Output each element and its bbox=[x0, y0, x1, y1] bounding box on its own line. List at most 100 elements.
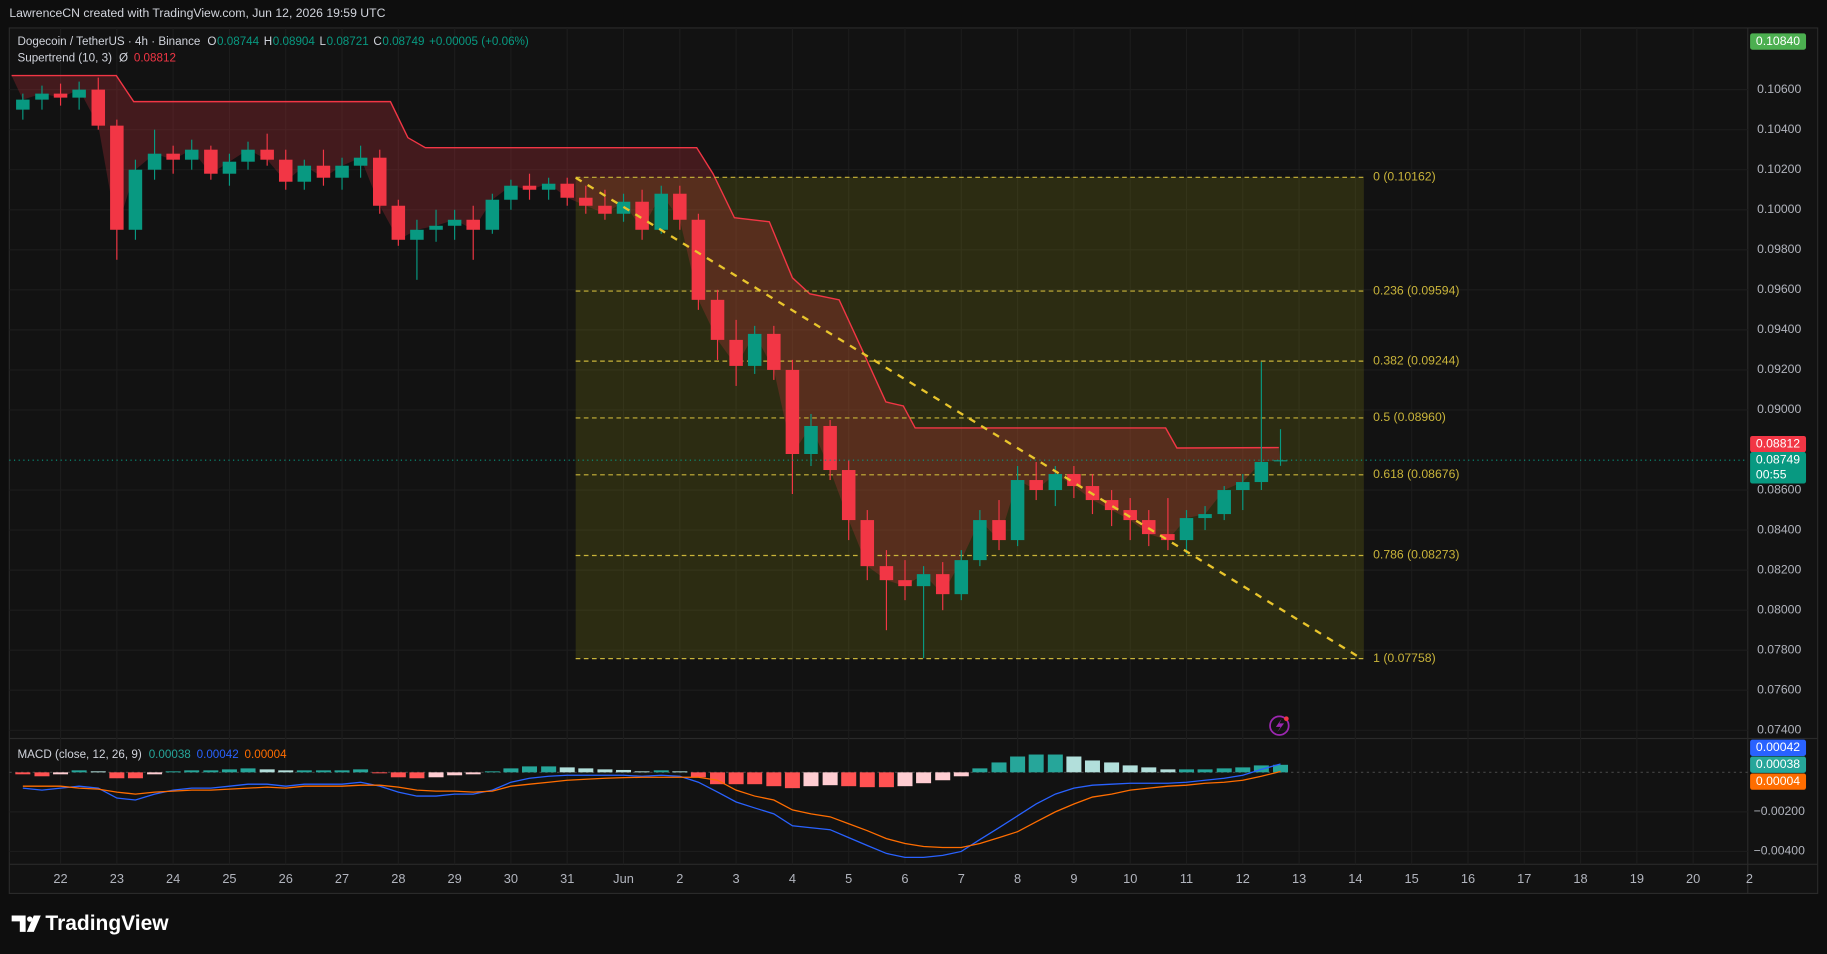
candle-body bbox=[1217, 490, 1231, 515]
y-tick-label: 0.08200 bbox=[1757, 562, 1801, 576]
macd-histogram-bar bbox=[953, 772, 969, 777]
x-tick-label: 14 bbox=[1348, 871, 1362, 886]
candle-body bbox=[1029, 480, 1043, 491]
ohlc-letter: L bbox=[320, 35, 327, 48]
x-tick-label: 3 bbox=[733, 871, 740, 886]
macd-histogram-bar bbox=[109, 772, 125, 779]
y-tick-label: 0.08000 bbox=[1757, 602, 1801, 616]
y-tick-label: 0.07800 bbox=[1757, 642, 1801, 656]
y-tick-label: −0.00200 bbox=[1754, 804, 1806, 818]
candle-body bbox=[973, 520, 987, 561]
x-tick-label: 4 bbox=[789, 871, 796, 886]
macd-histogram-bar bbox=[1216, 768, 1232, 773]
candle-body bbox=[110, 125, 124, 230]
candle-body bbox=[860, 520, 875, 567]
macd-histogram-bar bbox=[296, 770, 312, 773]
x-tick-label: 20 bbox=[1686, 871, 1700, 886]
candle-body bbox=[372, 157, 387, 206]
candle-body bbox=[654, 193, 668, 230]
macd-histogram-bar bbox=[897, 772, 913, 787]
candle-body bbox=[729, 339, 743, 366]
candle-body bbox=[804, 425, 818, 455]
macd-histogram-bar bbox=[165, 771, 181, 773]
macd-histogram-bar bbox=[259, 769, 275, 773]
x-tick-label: 2 bbox=[676, 871, 683, 886]
x-tick-label: 17 bbox=[1517, 871, 1531, 886]
alert-icon-ring bbox=[1269, 715, 1290, 736]
candle-body bbox=[222, 161, 237, 174]
x-tick-label: 6 bbox=[901, 871, 908, 886]
candle-body bbox=[391, 205, 406, 240]
macd-histogram-bar bbox=[690, 772, 706, 778]
candle-body bbox=[53, 93, 68, 98]
last-price-tag: 0.08749 bbox=[1756, 452, 1800, 466]
watermark: LawrenceCN created with TradingView.com,… bbox=[9, 6, 385, 20]
last-price-tag-bg bbox=[1750, 452, 1807, 484]
candle-body bbox=[1198, 514, 1212, 519]
macd-histogram-bar bbox=[1160, 769, 1176, 773]
x-tick-label: 31 bbox=[560, 871, 574, 886]
macd-tag-bg bbox=[1750, 739, 1807, 756]
x-tick-label: 23 bbox=[110, 871, 124, 886]
macd-histogram-bar bbox=[747, 772, 763, 785]
alert-icon-bolt bbox=[1275, 718, 1285, 733]
macd-histogram-bar bbox=[1066, 756, 1082, 773]
macd-value: 0.00038 bbox=[149, 748, 191, 761]
logo-mark-dot bbox=[27, 916, 33, 922]
macd-value: 0.00004 bbox=[245, 748, 288, 761]
macd-histogram-bar bbox=[147, 772, 163, 775]
candle-body bbox=[241, 149, 255, 162]
macd-histogram-bar bbox=[935, 772, 951, 781]
candle-body bbox=[879, 566, 894, 581]
macd-histogram-bar bbox=[672, 771, 688, 773]
macd-histogram-bar bbox=[15, 772, 31, 775]
supertrend-fill bbox=[11, 75, 1281, 595]
candle-body bbox=[1161, 534, 1175, 541]
y-tick-label: 0.08400 bbox=[1757, 522, 1801, 536]
macd-histogram-bar bbox=[53, 772, 69, 775]
price-change: +0.00005 (+0.06%) bbox=[429, 35, 529, 48]
x-tick-label: 5 bbox=[845, 871, 852, 886]
macd-histogram-bar bbox=[465, 772, 481, 775]
ohlc-value: 0.08904 bbox=[273, 35, 316, 48]
macd-histogram-bar bbox=[972, 768, 988, 773]
macd-histogram-bar bbox=[240, 768, 256, 773]
macd-histogram-bar bbox=[484, 771, 500, 773]
candle-body bbox=[841, 470, 856, 521]
macd-histogram-bar bbox=[372, 772, 388, 774]
fib-level-label: 0 (0.10162) bbox=[1373, 170, 1436, 184]
symbol-title: Dogecoin / TetherUS · 4h · Binance bbox=[17, 35, 200, 48]
candle-body bbox=[1104, 500, 1119, 511]
candle-body bbox=[522, 185, 537, 190]
ohlc-letter: C bbox=[373, 35, 381, 48]
macd-histogram-bar bbox=[503, 768, 519, 773]
fib-level-label: 0.236 (0.09594) bbox=[1373, 283, 1459, 297]
candle-body bbox=[72, 89, 86, 98]
candle-body bbox=[204, 149, 218, 174]
logo: TradingView bbox=[11, 912, 169, 935]
macd-tag: 0.00004 bbox=[1756, 774, 1800, 788]
fib-level-label: 0.5 (0.08960) bbox=[1373, 410, 1446, 424]
price-tag: 0.10840 bbox=[1756, 34, 1800, 48]
fib-level-label: 0.382 (0.09244) bbox=[1373, 353, 1459, 367]
macd-histogram-bar bbox=[859, 772, 875, 788]
candle-body bbox=[954, 560, 969, 595]
y-tick-label: 0.09600 bbox=[1757, 282, 1801, 296]
macd-histogram-bar bbox=[1010, 756, 1026, 773]
y-tick-label: 0.10400 bbox=[1757, 122, 1801, 136]
candle-body bbox=[992, 520, 1006, 541]
x-tick-label: 27 bbox=[335, 871, 349, 886]
macd-histogram-bar bbox=[766, 772, 782, 787]
macd-histogram-bar bbox=[34, 772, 50, 777]
x-tick-label: 12 bbox=[1236, 871, 1250, 886]
macd-histogram-bar bbox=[578, 768, 594, 773]
candle-body bbox=[466, 219, 480, 230]
macd-histogram-bar bbox=[634, 771, 650, 773]
macd-histogram-bar bbox=[1272, 764, 1289, 773]
x-tick-label: 26 bbox=[279, 871, 293, 886]
macd-histogram-bar bbox=[184, 770, 200, 773]
candle-body bbox=[898, 580, 912, 587]
candle-body bbox=[710, 299, 725, 340]
x-tick-label: 2 bbox=[1746, 871, 1753, 886]
macd-histogram-bar bbox=[1047, 754, 1063, 773]
